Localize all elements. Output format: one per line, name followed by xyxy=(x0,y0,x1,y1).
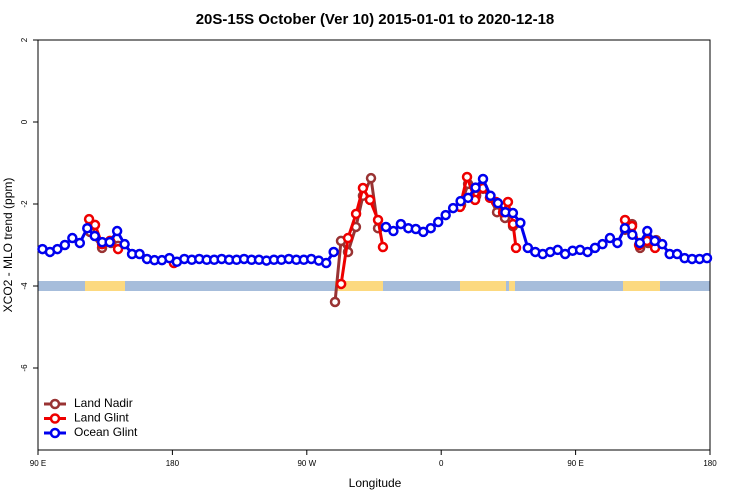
y-axis-label: XCO2 - MLO trend (ppm) xyxy=(1,178,15,313)
series-point xyxy=(642,225,653,237)
y-tick-label: 0 xyxy=(20,119,29,124)
series-point xyxy=(432,216,444,228)
series-point xyxy=(328,246,339,258)
series-point xyxy=(372,214,384,226)
series-point xyxy=(634,237,646,249)
series-point xyxy=(74,237,86,249)
series-point xyxy=(462,192,474,204)
series-point xyxy=(329,296,341,308)
legend-label: Ocean Glint xyxy=(74,425,138,439)
x-tick-label: 90 E xyxy=(567,459,583,468)
series-point xyxy=(582,246,593,258)
series-point xyxy=(67,232,78,244)
series-point xyxy=(357,182,369,194)
series-point xyxy=(447,202,459,214)
series-point xyxy=(461,171,473,183)
series-point xyxy=(425,222,436,234)
series-point xyxy=(59,239,71,251)
series-point xyxy=(380,221,392,233)
x-axis-label: Longitude xyxy=(349,476,402,490)
plot-frame xyxy=(37,39,711,451)
series-point xyxy=(552,244,563,256)
series-point xyxy=(522,242,534,254)
series-point xyxy=(485,190,496,202)
series-point xyxy=(656,238,668,250)
y-tick-label: -2 xyxy=(20,200,29,208)
x-tick-label: 0 xyxy=(439,459,444,468)
series-point xyxy=(627,229,638,240)
series-point xyxy=(112,243,124,255)
series-point xyxy=(477,173,489,185)
series-point xyxy=(350,208,362,220)
series-point xyxy=(470,182,481,193)
series-point xyxy=(502,196,514,208)
series-point xyxy=(510,242,522,254)
surface-mask xyxy=(38,281,710,291)
series-point xyxy=(388,225,399,237)
series-point xyxy=(619,214,631,226)
series-point xyxy=(515,217,526,229)
series-point xyxy=(492,197,504,209)
legend-swatch-point xyxy=(49,427,61,439)
series-point xyxy=(671,248,683,260)
series-point xyxy=(597,238,608,250)
series-point xyxy=(395,218,407,230)
chart-title: 20S-15S October (Ver 10) 2015-01-01 to 2… xyxy=(196,11,555,28)
series-point xyxy=(619,222,631,234)
x-tick-label: 180 xyxy=(166,459,180,468)
series-point xyxy=(507,207,519,219)
series-point xyxy=(320,257,332,269)
y-tick-label: -6 xyxy=(20,364,29,372)
series-point xyxy=(335,278,347,290)
land-patch xyxy=(623,281,660,291)
x-tick-label: 90 E xyxy=(30,459,46,468)
land-patch xyxy=(460,281,506,291)
series-point xyxy=(364,194,376,206)
x-tick-label: 180 xyxy=(703,459,717,468)
y-tick-label: -4 xyxy=(20,282,29,290)
y-tick-label: 2 xyxy=(20,37,29,42)
land-patch xyxy=(85,281,125,291)
series-point xyxy=(377,241,389,253)
series-point xyxy=(89,230,100,242)
series-point xyxy=(612,237,623,249)
series-point xyxy=(119,238,130,250)
series-point xyxy=(52,243,63,255)
series-point xyxy=(701,252,713,264)
land-patch xyxy=(509,281,515,291)
series-point xyxy=(440,209,451,221)
series-point xyxy=(83,213,95,225)
series-point xyxy=(104,236,115,248)
legend-swatch-point xyxy=(49,398,61,410)
legend-swatch-point xyxy=(49,413,61,424)
land-patch xyxy=(335,281,383,291)
series-point xyxy=(82,222,93,234)
legend-label: Land Glint xyxy=(74,411,129,425)
series-point xyxy=(342,232,354,244)
x-tick-label: 90 W xyxy=(297,459,316,468)
legend-label: Land Nadir xyxy=(74,396,133,410)
series-point xyxy=(134,248,145,260)
series-point xyxy=(604,232,616,244)
series-point xyxy=(365,172,377,184)
series-point xyxy=(111,225,123,237)
